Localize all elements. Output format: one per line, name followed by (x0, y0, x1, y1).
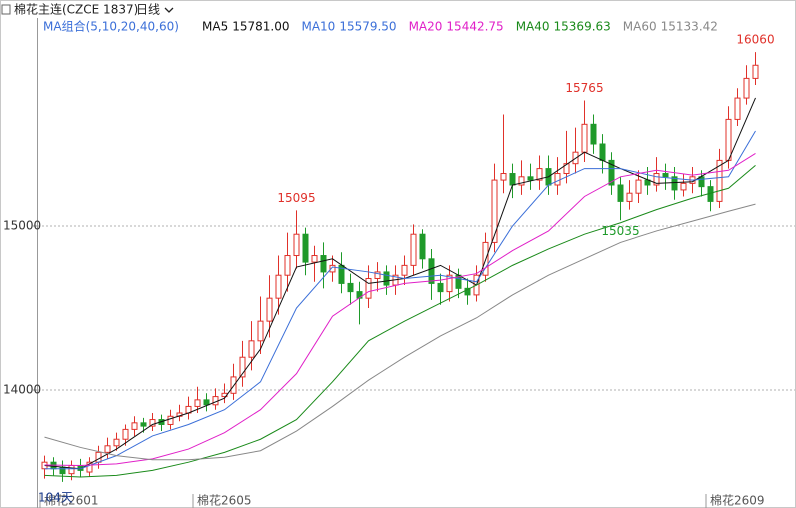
candle-body (203, 399, 210, 406)
extreme-label: 15095 (277, 191, 315, 205)
candle-body (248, 340, 255, 358)
candle-body (275, 274, 282, 299)
candle-body (599, 143, 606, 161)
candle-body (491, 179, 498, 243)
candle-body (347, 282, 354, 293)
candle-body (104, 445, 111, 453)
plot-area: 14000 15000 棉花2601 棉花2605 棉花2609 104天 15095 157… (3, 33, 795, 508)
candle-body (140, 422, 147, 427)
candle-body (653, 173, 660, 186)
candle-body (257, 320, 264, 342)
candle-body (743, 77, 750, 99)
candle-body (302, 233, 309, 263)
candle-body (95, 451, 102, 463)
legend-value: 15369.63 (554, 20, 611, 34)
candle-body (671, 176, 678, 191)
x-tick-label: 棉花2609 (710, 493, 765, 508)
candle-body (401, 264, 408, 276)
candle-body (266, 297, 273, 322)
candle-body (311, 255, 318, 263)
legend-name: MA10 (301, 20, 335, 34)
extreme-label: 15035 (601, 224, 639, 238)
ma-line (44, 165, 756, 478)
y-tick-label: 14000 (3, 383, 41, 397)
candle-body (383, 271, 390, 286)
candle-body (617, 184, 624, 202)
candle-body (131, 422, 138, 430)
candle-body (59, 466, 66, 475)
legend-value: 15133.42 (661, 20, 718, 34)
candle-body (167, 415, 174, 425)
candle-body (365, 277, 372, 299)
legend-name: MA20 (409, 20, 443, 34)
ma-group[interactable]: MA组合(5,10,20,40,60) (43, 19, 179, 34)
ma-line (44, 203, 756, 461)
span-label: 104天 (38, 491, 73, 505)
candle-body (437, 282, 444, 293)
candle-body (329, 264, 336, 273)
candle-body (581, 123, 588, 153)
candle-body (680, 182, 687, 191)
chart-title: 棉花主连(CZCE 1837) (14, 2, 138, 17)
candle-body (527, 176, 534, 181)
candle-body (608, 159, 615, 186)
window-icon (1, 4, 11, 15)
legend-name: MA40 (516, 20, 550, 34)
candle-body (320, 255, 327, 273)
candle-body (68, 464, 75, 475)
candle-body (239, 356, 246, 378)
y-tick-label: 15000 (3, 219, 41, 233)
candle-body (419, 233, 426, 260)
candle-body (698, 176, 705, 188)
ma-line (44, 130, 756, 470)
candle-body (635, 179, 642, 194)
candle-body (464, 287, 471, 296)
legend-name: MA60 (623, 20, 657, 34)
x-tick-label: 棉花2601 (44, 493, 99, 508)
ma-line (44, 152, 756, 466)
candle-body (500, 173, 507, 181)
legend-name: MA5 (202, 20, 228, 34)
dropdown-arrow[interactable] (164, 7, 174, 13)
candle-body (86, 461, 93, 473)
candle-body (590, 123, 597, 145)
candle-body (734, 97, 741, 120)
candle-body (626, 192, 633, 202)
candle-body (149, 419, 156, 427)
candle-body (428, 258, 435, 284)
candle-body (410, 233, 417, 266)
legend-value: 15579.50 (339, 20, 396, 34)
candle-body (752, 64, 759, 79)
legend: MA5 15781.00 MA10 15579.50 MA20 15442.75 MA40 1… (202, 20, 718, 34)
candle-body (563, 163, 570, 175)
candle-body (293, 233, 300, 257)
candle-body (113, 438, 120, 447)
candle-body (518, 176, 525, 186)
candle-body (284, 255, 291, 276)
candle-body (536, 168, 543, 181)
extreme-label: 16060 (736, 33, 774, 47)
candle-body (374, 271, 381, 279)
extreme-label: 15765 (565, 81, 603, 95)
candle-body (554, 173, 561, 186)
candle-body (509, 173, 516, 186)
candle-body (725, 118, 732, 161)
candle-body (662, 173, 669, 178)
candle-body (194, 399, 201, 407)
legend-value: 15781.00 (232, 20, 289, 34)
candle-body (122, 428, 129, 440)
legend-value: 15442.75 (446, 20, 503, 34)
x-tick-label: 棉花2605 (197, 493, 252, 508)
candle-body (446, 274, 453, 293)
period-selector[interactable]: 日线 (136, 3, 160, 17)
candle-body (716, 159, 723, 202)
